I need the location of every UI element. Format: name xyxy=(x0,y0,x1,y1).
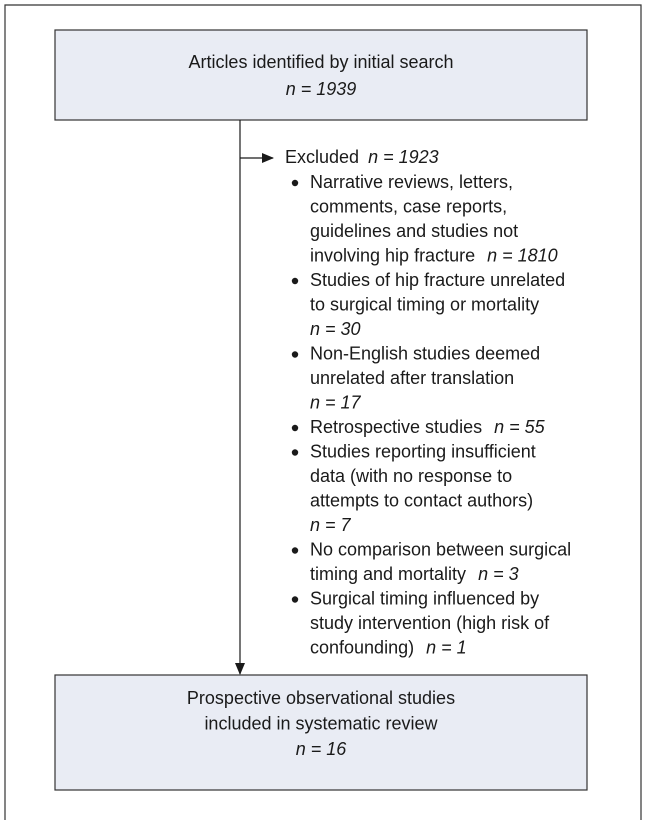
item-n: n = 55 xyxy=(494,417,546,437)
item-line: timing and mortality n = 3 xyxy=(310,564,519,584)
item-line: attempts to contact authors) xyxy=(310,490,533,510)
item-line: confounding) n = 1 xyxy=(310,637,467,657)
bottom-n: n = 16 xyxy=(296,739,348,759)
item-text: confounding) xyxy=(310,637,414,657)
item-text: Studies reporting insufficient xyxy=(310,441,536,461)
bottom-line: Prospective observational studies xyxy=(187,688,455,708)
top-title: Articles identified by initial search xyxy=(188,52,453,72)
item-line: Non-English studies deemed xyxy=(310,343,540,363)
bullet xyxy=(291,351,299,358)
bullet xyxy=(291,449,299,456)
item-text: involving hip fracture xyxy=(310,245,475,265)
excluded-n: n = 1923 xyxy=(368,147,439,167)
item-text: comments, case reports, xyxy=(310,196,507,216)
bottom-line: included in systematic review xyxy=(204,713,438,733)
bottom-box xyxy=(54,674,588,791)
item-line: Narrative reviews, letters, xyxy=(310,172,513,192)
frame xyxy=(4,4,642,820)
item-text: to surgical timing or mortality xyxy=(310,294,539,314)
item-text: Studies of hip fracture unrelated xyxy=(310,270,565,290)
item-text: No comparison between surgical xyxy=(310,539,571,559)
item-text: unrelated after translation xyxy=(310,368,514,388)
item-n: n = 1810 xyxy=(487,245,558,265)
item-text: Non-English studies deemed xyxy=(310,343,540,363)
item-line: Studies reporting insufficient xyxy=(310,441,536,461)
bullet xyxy=(291,179,299,187)
excluded-line: Excluded n = 1923 xyxy=(285,147,439,167)
item-text: data (with no response to xyxy=(310,466,512,486)
item-text: Surgical timing influenced by xyxy=(310,588,539,608)
item-line: unrelated after translation xyxy=(310,368,514,388)
item-line: comments, case reports, xyxy=(310,196,507,216)
bullet xyxy=(291,596,299,603)
item-text: attempts to contact authors) xyxy=(310,490,533,510)
item-line: involving hip fracture n = 1810 xyxy=(310,245,558,265)
item-text: timing and mortality xyxy=(310,564,466,584)
item-n: n = 3 xyxy=(478,564,519,584)
item-line: Surgical timing influenced by xyxy=(310,588,539,608)
top-box xyxy=(54,29,588,121)
item-line: study intervention (high risk of xyxy=(310,613,550,633)
item-text: Retrospective studies xyxy=(310,417,482,437)
item-line: Retrospective studies n = 55 xyxy=(310,417,546,437)
item-text: Narrative reviews, letters, xyxy=(310,172,513,192)
bullet xyxy=(291,424,299,432)
excluded-label: Excluded xyxy=(285,147,359,167)
item-n: n = 30 xyxy=(310,319,361,339)
bullet xyxy=(291,547,299,554)
item-line: Studies of hip fracture unrelated xyxy=(310,270,565,290)
top-n: n = 1939 xyxy=(286,79,357,99)
item-n: n = 7 xyxy=(310,515,352,535)
bullet xyxy=(291,277,299,285)
item-n: n = 17 xyxy=(310,392,362,412)
item-text: guidelines and studies not xyxy=(310,221,518,241)
item-line: to surgical timing or mortality xyxy=(310,294,539,314)
item-line: data (with no response to xyxy=(310,466,512,486)
item-line: No comparison between surgical xyxy=(310,539,571,559)
item-text: study intervention (high risk of xyxy=(310,613,550,633)
item-line: guidelines and studies not xyxy=(310,221,518,241)
item-n: n = 1 xyxy=(426,637,467,657)
